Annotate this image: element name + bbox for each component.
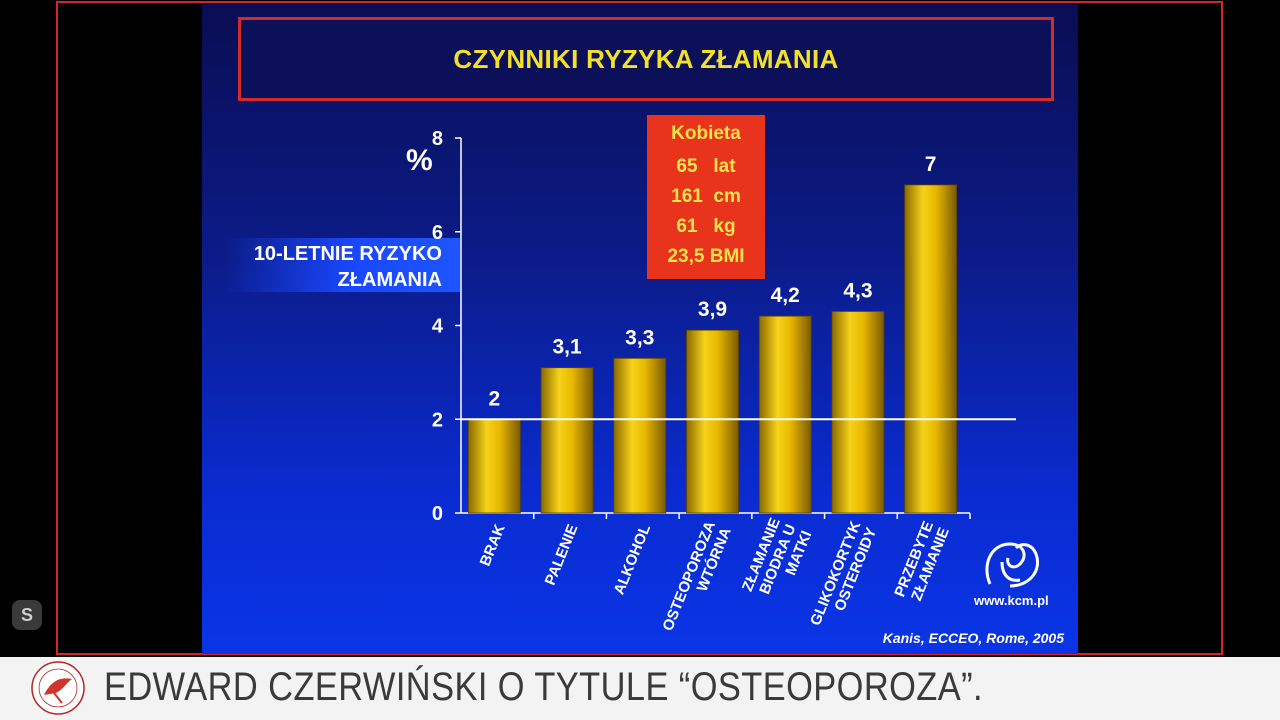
patient-info-box: Kobieta 65 lat 161 cm 61 kg 23,5 BMI [647,115,765,279]
info-row-height: 161 cm [647,186,765,208]
info-row-weight: 61 kg [647,216,765,238]
bar-5 [831,311,885,514]
slide-title-box: CZYNNIKI RYZYKA ZŁAMANIA [238,17,1054,101]
category-label-2: ALKOHOL [611,522,655,597]
y-axis-caption: 10-LETNIE RYZYKO ZŁAMANIA [224,238,460,292]
bar-chart: 0 2 4 6 8 2 BRAK 3,1 PALENIE 3,3 ALKOHOL 3,9 OSTEOPO… [432,128,1016,634]
y-tick-label-2: 4 [432,316,444,338]
info-bmi-unit: BMI [709,246,745,267]
info-weight-unit: kg [713,216,736,237]
y-tick-label-1: 2 [432,409,443,431]
bar-value-label-0: 2 [489,387,501,410]
bar-value-label-4: 4,2 [771,284,800,307]
y-axis-caption-line-1: 10-LETNIE RYZYKO [253,243,442,265]
category-label-0-line-0: BRAK [477,522,509,569]
video-caption: EDWARD CZERWIŃSKI O TYTULE “OSTEOPOROZA”… [104,665,983,709]
info-height-value: 161 [671,186,703,207]
slide-title: CZYNNIKI RYZYKA ZŁAMANIA [453,43,839,74]
y-axis-caption-line-2: ZŁAMANIA [337,269,442,291]
bar-4 [758,315,812,514]
source-citation: Kanis, ECCEO, Rome, 2005 [882,630,1064,646]
info-age-unit: lat [713,156,736,177]
y-tick-label-3: 6 [432,222,443,244]
info-age-value: 65 [676,156,698,177]
bar-1 [540,367,594,514]
info-row-bmi: 23,5 BMI [647,246,765,268]
info-weight-value: 61 [676,216,698,237]
bar-value-label-5: 4,3 [843,279,872,302]
y-tick-label-4: 8 [432,128,443,150]
bar-value-label-3: 3,9 [698,298,727,321]
bar-0 [467,418,521,514]
bar-3 [686,329,739,514]
category-label-1: PALENIE [542,522,582,588]
percent-symbol: % [406,144,433,177]
info-bmi-value: 23,5 [667,246,705,267]
s-badge-icon: S [12,600,42,630]
presentation-slide: CZYNNIKI RYZYKA ZŁAMANIA 10-LETNIE RYZYK… [202,4,1078,654]
caption-bar: EDWARD CZERWIŃSKI O TYTULE “OSTEOPOROZA”… [0,657,1280,720]
bar-value-label-1: 3,1 [552,336,582,359]
bar-value-label-2: 3,3 [625,326,654,349]
university-logo-icon [31,661,85,715]
info-height-unit: cm [713,186,741,207]
bar-2 [613,357,667,514]
bar-6 [904,184,958,514]
kcm-logo-text: www.kcm.pl [974,593,1049,608]
info-row-age: 65 lat [647,156,765,178]
category-label-0: BRAK [477,522,509,569]
bar-value-label-6: 7 [925,153,937,176]
category-label-1-line-0: PALENIE [542,522,582,588]
kcm-logo-icon [985,542,1039,588]
y-tick-label-0: 0 [432,503,443,525]
info-label: Kobieta [671,123,741,144]
category-label-2-line-0: ALKOHOL [611,522,655,597]
